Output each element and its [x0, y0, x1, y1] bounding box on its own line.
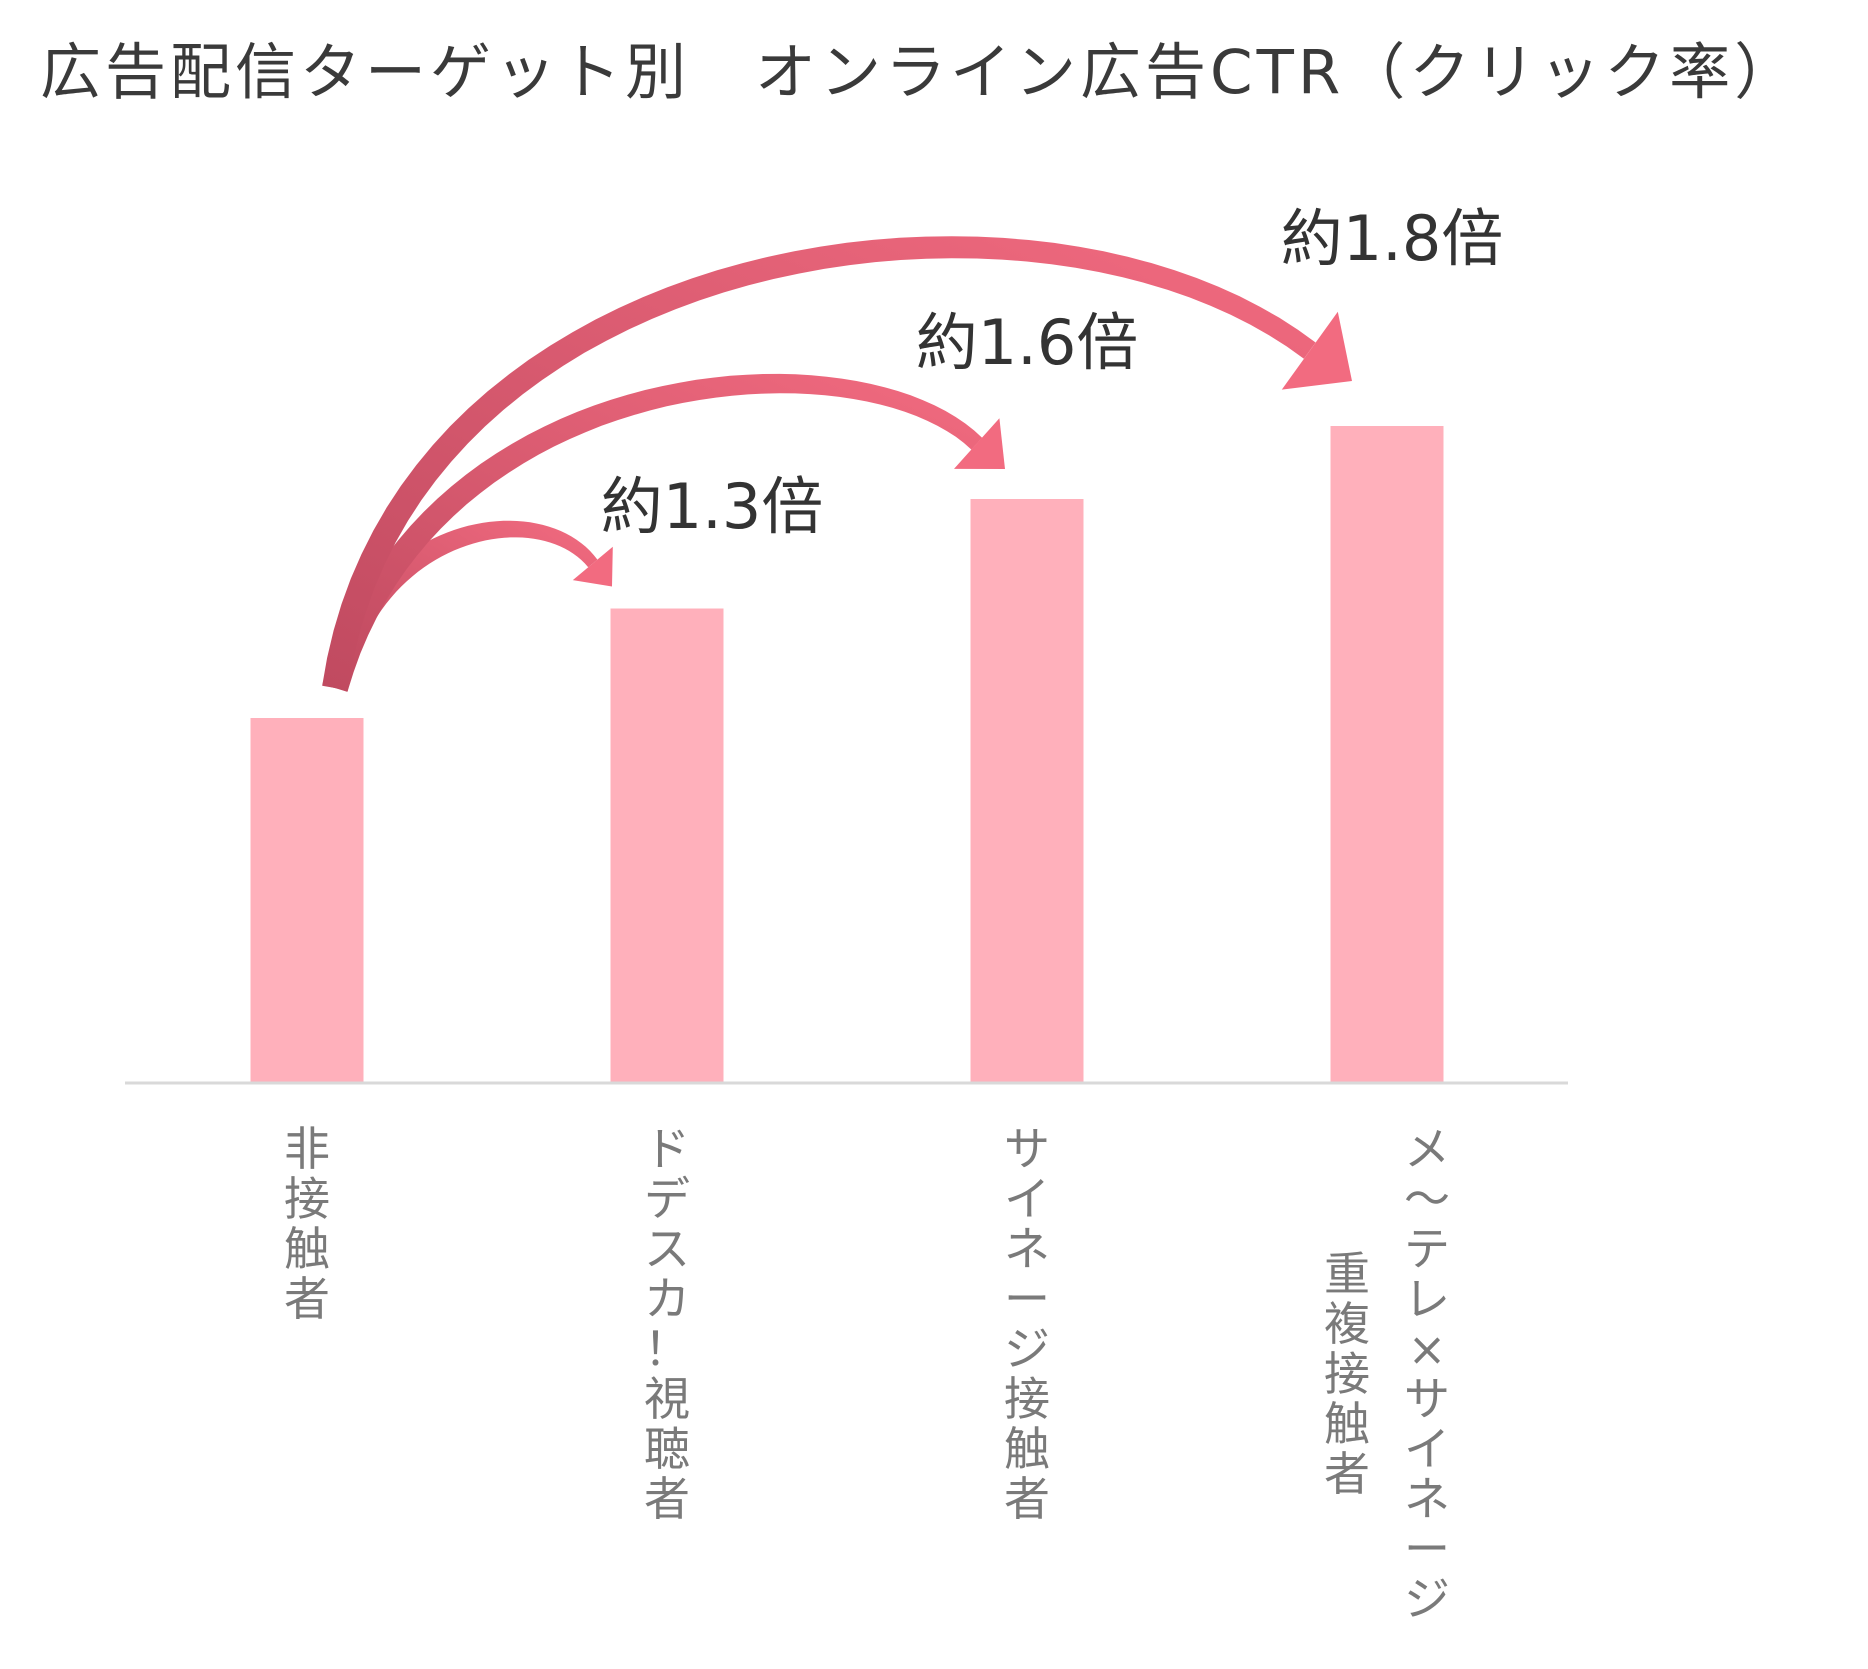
- ratio-label-3: 約1.8倍: [1281, 202, 1504, 275]
- annotation-arrow-2-shaft: [322, 373, 983, 692]
- bar-3: [970, 499, 1084, 1083]
- ratio-label-2: 約1.6倍: [916, 306, 1139, 379]
- category-label-2-line-1: ドデスカ！視聴者: [644, 1122, 690, 1526]
- category-label-1-line-1: 非接触者: [284, 1122, 330, 1326]
- annotation-arrow-3: [322, 236, 1352, 691]
- category-label-4-line-2: 重複接触者: [1324, 1247, 1370, 1501]
- ratio-label-1: 約1.3倍: [601, 470, 824, 543]
- annotation-arrow-3-shaft: [322, 236, 1316, 691]
- category-label-1: 非接触者: [284, 1122, 330, 1326]
- bar-4: [1330, 426, 1444, 1083]
- category-label-4-line-1: メ〜テレ×サイネージ: [1404, 1122, 1450, 1626]
- annotation-arrows-layer: 約1.3倍 約1.6倍 約1.8倍: [322, 202, 1503, 692]
- bar-1: [250, 718, 364, 1083]
- bars-layer: [250, 426, 1444, 1083]
- category-label-3: サイネージ接触者: [1004, 1122, 1050, 1526]
- chart-title: 広告配信ターゲット別 オンライン広告CTR（クリック率）: [40, 37, 1800, 108]
- category-label-2: ドデスカ！視聴者: [644, 1122, 690, 1526]
- bar-2: [610, 608, 724, 1083]
- annotation-arrow-2-head: [954, 418, 1005, 469]
- annotation-arrow-1-head: [572, 546, 613, 587]
- category-label-3-line-1: サイネージ接触者: [1004, 1122, 1050, 1526]
- annotation-arrow-2: [322, 373, 1005, 692]
- annotation-arrow-3-head: [1281, 311, 1352, 390]
